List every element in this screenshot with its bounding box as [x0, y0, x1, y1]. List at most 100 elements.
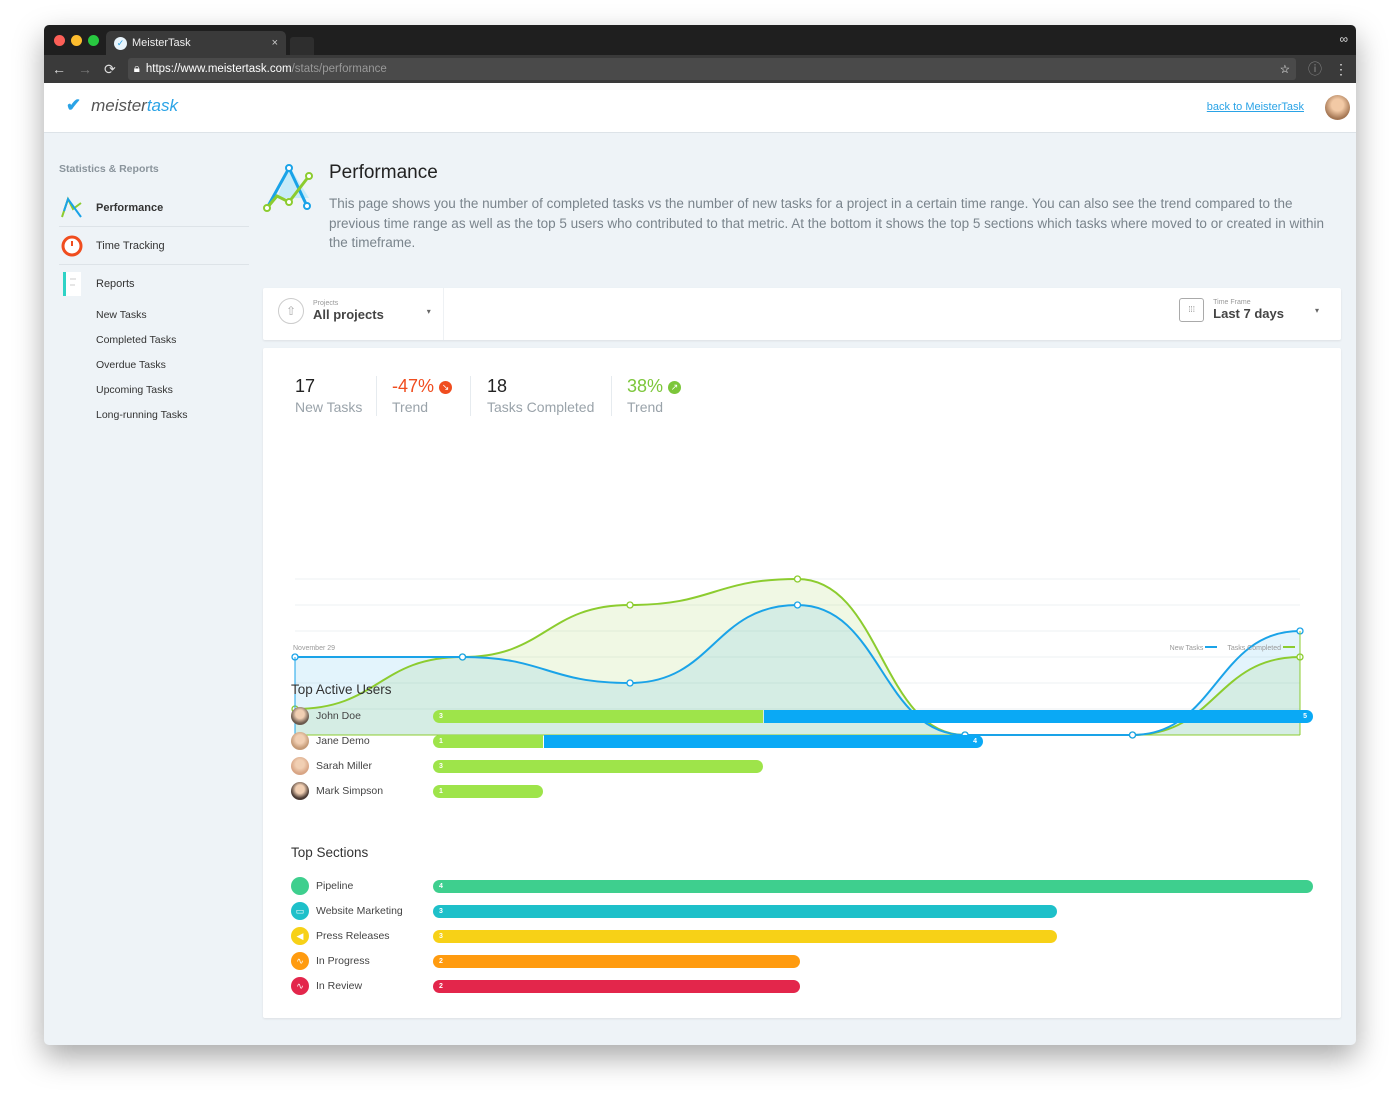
- completed-count: 3: [439, 713, 443, 720]
- extension-icon[interactable]: ⓘ: [1308, 61, 1322, 77]
- sidebar-subitem[interactable]: Overdue Tasks: [96, 359, 166, 371]
- page-description: This page shows you the number of comple…: [329, 196, 1324, 250]
- data-point[interactable]: [793, 601, 802, 609]
- data-point[interactable]: [793, 575, 802, 583]
- url-host: https://www.meistertask.com: [145, 63, 292, 75]
- performance-chart: [291, 575, 1304, 739]
- legend-swatch: [1283, 646, 1295, 648]
- sidebar-item-reports[interactable]: Reports: [59, 265, 249, 303]
- menu-icon[interactable]: ⋮: [1334, 60, 1348, 77]
- minimize-window-button[interactable]: [71, 35, 82, 46]
- projects-dropdown[interactable]: ⇧ Projects All projects ▾: [278, 298, 431, 324]
- section-name: Press Releases: [316, 930, 390, 942]
- legend-new-tasks: New Tasks: [1170, 645, 1218, 652]
- back-arrow-icon[interactable]: ←: [52, 61, 66, 77]
- stat-new-tasks: 17 New Tasks: [295, 376, 362, 415]
- new-segment: 5: [764, 710, 1313, 723]
- new-segment: 4: [544, 735, 983, 748]
- timeframe-dropdown[interactable]: ⁞⁞⁞ Time Frame Last 7 days ▾: [1179, 298, 1319, 322]
- section-bar: 2: [433, 980, 800, 993]
- user-name: John Doe: [316, 710, 361, 722]
- stat-value: 18: [487, 376, 508, 396]
- sidebar-heading: Statistics & Reports: [59, 163, 159, 175]
- sidebar-item-performance[interactable]: Performance: [59, 189, 249, 227]
- user-row: Mark Simpson: [291, 782, 383, 800]
- section-name: Website Marketing: [316, 905, 403, 917]
- logo-text-a: meister: [91, 95, 147, 115]
- sidebar-item-time-tracking[interactable]: Time Tracking: [59, 227, 249, 265]
- logo-text-b: task: [146, 95, 179, 115]
- user-name: Mark Simpson: [316, 785, 384, 797]
- completed-count: 1: [439, 788, 443, 795]
- stopwatch-icon: [59, 233, 84, 258]
- projects-label: Projects: [313, 300, 339, 307]
- star-icon[interactable]: ☆: [1279, 64, 1290, 76]
- browser-tab[interactable]: ✓ MeisterTask ×: [106, 31, 286, 55]
- sidebar-subitem[interactable]: New Tasks: [96, 309, 147, 321]
- stat-label: Trend: [392, 399, 429, 415]
- sidebar-item-label: Time Tracking: [96, 239, 165, 252]
- section-bar: 4: [433, 880, 1313, 893]
- user-avatar: [291, 757, 309, 775]
- performance-header-icon: [263, 162, 319, 219]
- new-tab-button[interactable]: [290, 37, 314, 55]
- close-window-button[interactable]: [54, 35, 65, 46]
- stat-value: 17: [295, 376, 316, 396]
- url-field[interactable]: 🔒︎ https://www.meistertask.com/stats/perf…: [127, 58, 1296, 80]
- circle-icon: [291, 877, 309, 895]
- x-axis-start-label: November 29: [293, 645, 336, 652]
- close-tab-icon[interactable]: ×: [271, 37, 278, 49]
- stat-value: -47%: [392, 376, 435, 396]
- section-name: Pipeline: [316, 880, 354, 892]
- sidebar-subitem[interactable]: Upcoming Tasks: [96, 384, 173, 396]
- section-bar: 2: [433, 955, 800, 968]
- reload-icon[interactable]: ⟳: [104, 60, 116, 77]
- legend-tasks-completed: Tasks Completed: [1227, 645, 1295, 652]
- sidebar-subitem[interactable]: Long-running Tasks: [96, 409, 188, 421]
- back-to-meistertask-link[interactable]: back to MeisterTask: [1206, 101, 1304, 113]
- lock-icon: 🔒︎: [133, 62, 140, 75]
- performance-icon: [59, 195, 84, 220]
- favicon-check-icon: ✓: [114, 36, 127, 50]
- user-avatar: [291, 732, 309, 750]
- megaphone-icon: ◀: [291, 927, 309, 945]
- caret-down-icon: ▾: [1314, 305, 1319, 315]
- user-avatar[interactable]: [1325, 95, 1350, 120]
- timeframe-label: Time Frame: [1213, 299, 1251, 306]
- section-count: 3: [439, 933, 443, 940]
- section-name: In Review: [316, 980, 363, 992]
- divider: [470, 376, 471, 416]
- sidebar-subitem[interactable]: Completed Tasks: [96, 334, 177, 346]
- completed-segment: 3: [433, 710, 763, 723]
- section-count: 2: [439, 983, 443, 990]
- stat-completed-trend: 38% ↗ Trend: [627, 376, 682, 415]
- data-point[interactable]: [626, 679, 634, 687]
- user-name: Sarah Miller: [316, 760, 373, 772]
- pulse-icon: ∿: [291, 952, 309, 970]
- browser-window: ✓ MeisterTask × ∞ ← → ⟳ 🔒︎ https://www.meis…: [44, 25, 1356, 1045]
- new-count: 5: [1303, 713, 1307, 720]
- logo[interactable]: ✔ meistertask: [66, 95, 178, 116]
- legend-swatch: [1205, 646, 1218, 648]
- incognito-icon: ∞: [1339, 32, 1348, 46]
- divider: [443, 288, 444, 340]
- forward-arrow-icon[interactable]: →: [78, 61, 92, 77]
- user-row: Jane Demo: [291, 732, 370, 750]
- data-point[interactable]: [626, 601, 634, 609]
- completed-count: 1: [439, 738, 443, 745]
- sidebar-item-label: Performance: [96, 201, 164, 214]
- user-bar: 1: [433, 785, 543, 798]
- performance-card: 17 New Tasks -47% ↘ Trend 18 Tasks Complete…: [263, 348, 1341, 1018]
- user-name: Jane Demo: [316, 735, 370, 747]
- trend-up-icon: ↗: [668, 381, 682, 394]
- new-count: 4: [973, 738, 977, 745]
- chart-legend: New Tasks Tasks Completed: [1170, 645, 1295, 652]
- section-count: 4: [439, 883, 443, 890]
- maximize-window-button[interactable]: [88, 35, 99, 46]
- data-point[interactable]: [458, 653, 467, 661]
- data-point[interactable]: [1128, 731, 1137, 739]
- completed-count: 3: [439, 763, 443, 770]
- report-icon: [59, 272, 84, 297]
- stat-tasks-completed: 18 Tasks Completed: [487, 376, 594, 415]
